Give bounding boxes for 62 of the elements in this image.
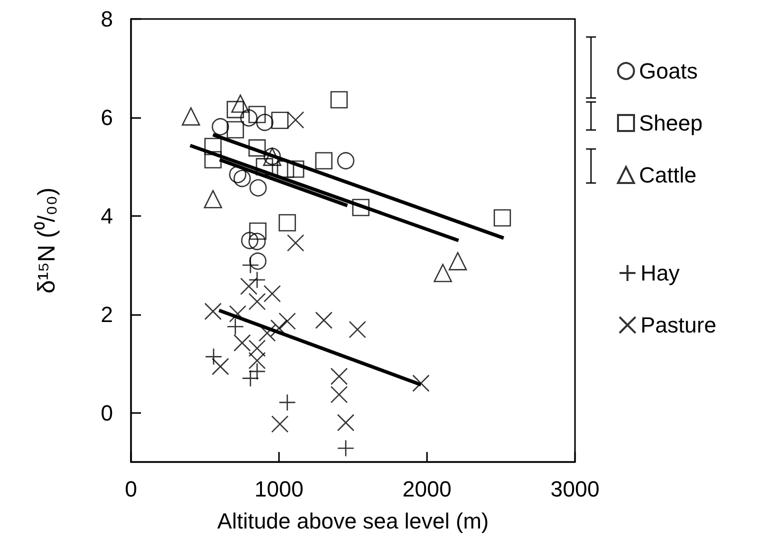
point [315, 152, 332, 170]
y-tick-label: 8 [100, 6, 113, 32]
point [240, 278, 258, 295]
x-tick-label: 2000 [402, 476, 452, 502]
point [330, 91, 348, 108]
point [264, 285, 281, 302]
legend-label: Pasture [640, 312, 716, 338]
point [278, 214, 296, 232]
point [348, 320, 366, 338]
point [250, 179, 267, 196]
point [248, 106, 266, 124]
point [204, 302, 222, 320]
y-tick-label: 6 [100, 104, 113, 130]
legend-label: Cattle [639, 162, 696, 188]
x-tick-label: 3000 [550, 476, 600, 502]
point [248, 232, 266, 250]
point [212, 118, 230, 136]
point [271, 112, 289, 130]
point [182, 107, 200, 126]
legend-label: Hay [640, 260, 680, 286]
point [494, 209, 511, 227]
y-axis-title: δ¹⁵N (⁰/₀₀) [34, 188, 60, 294]
point [248, 340, 266, 357]
point [278, 312, 296, 330]
point [276, 160, 294, 178]
point [234, 170, 251, 188]
point [434, 264, 452, 282]
point [241, 232, 258, 250]
point [337, 152, 354, 170]
y-tick-label: 0 [100, 400, 113, 426]
point [337, 414, 354, 432]
point [352, 198, 370, 216]
point [212, 358, 230, 376]
point [231, 94, 250, 113]
y-tick-label: 2 [100, 302, 113, 327]
legend-label: Goats [639, 58, 698, 84]
point [256, 158, 274, 176]
point [249, 222, 266, 240]
point [271, 415, 289, 433]
point [286, 111, 304, 129]
point [315, 312, 332, 329]
point [226, 100, 244, 118]
point [226, 121, 244, 138]
legend-label: Sheep [639, 110, 703, 136]
point [204, 138, 222, 156]
x-tick-label: 1000 [254, 476, 304, 502]
point [248, 139, 266, 157]
x-axis-title: Altitude above sea level (m) [217, 508, 489, 534]
point [229, 166, 246, 184]
point [412, 374, 430, 392]
point [204, 190, 222, 208]
point [249, 252, 266, 270]
point [204, 151, 222, 168]
point [234, 334, 251, 352]
y-tick-label: 4 [100, 203, 113, 228]
point [248, 292, 266, 310]
point [286, 160, 304, 178]
x-tick-label: 0 [124, 476, 138, 502]
point [286, 234, 304, 252]
point [240, 109, 258, 127]
point [448, 252, 467, 270]
point [256, 114, 274, 132]
